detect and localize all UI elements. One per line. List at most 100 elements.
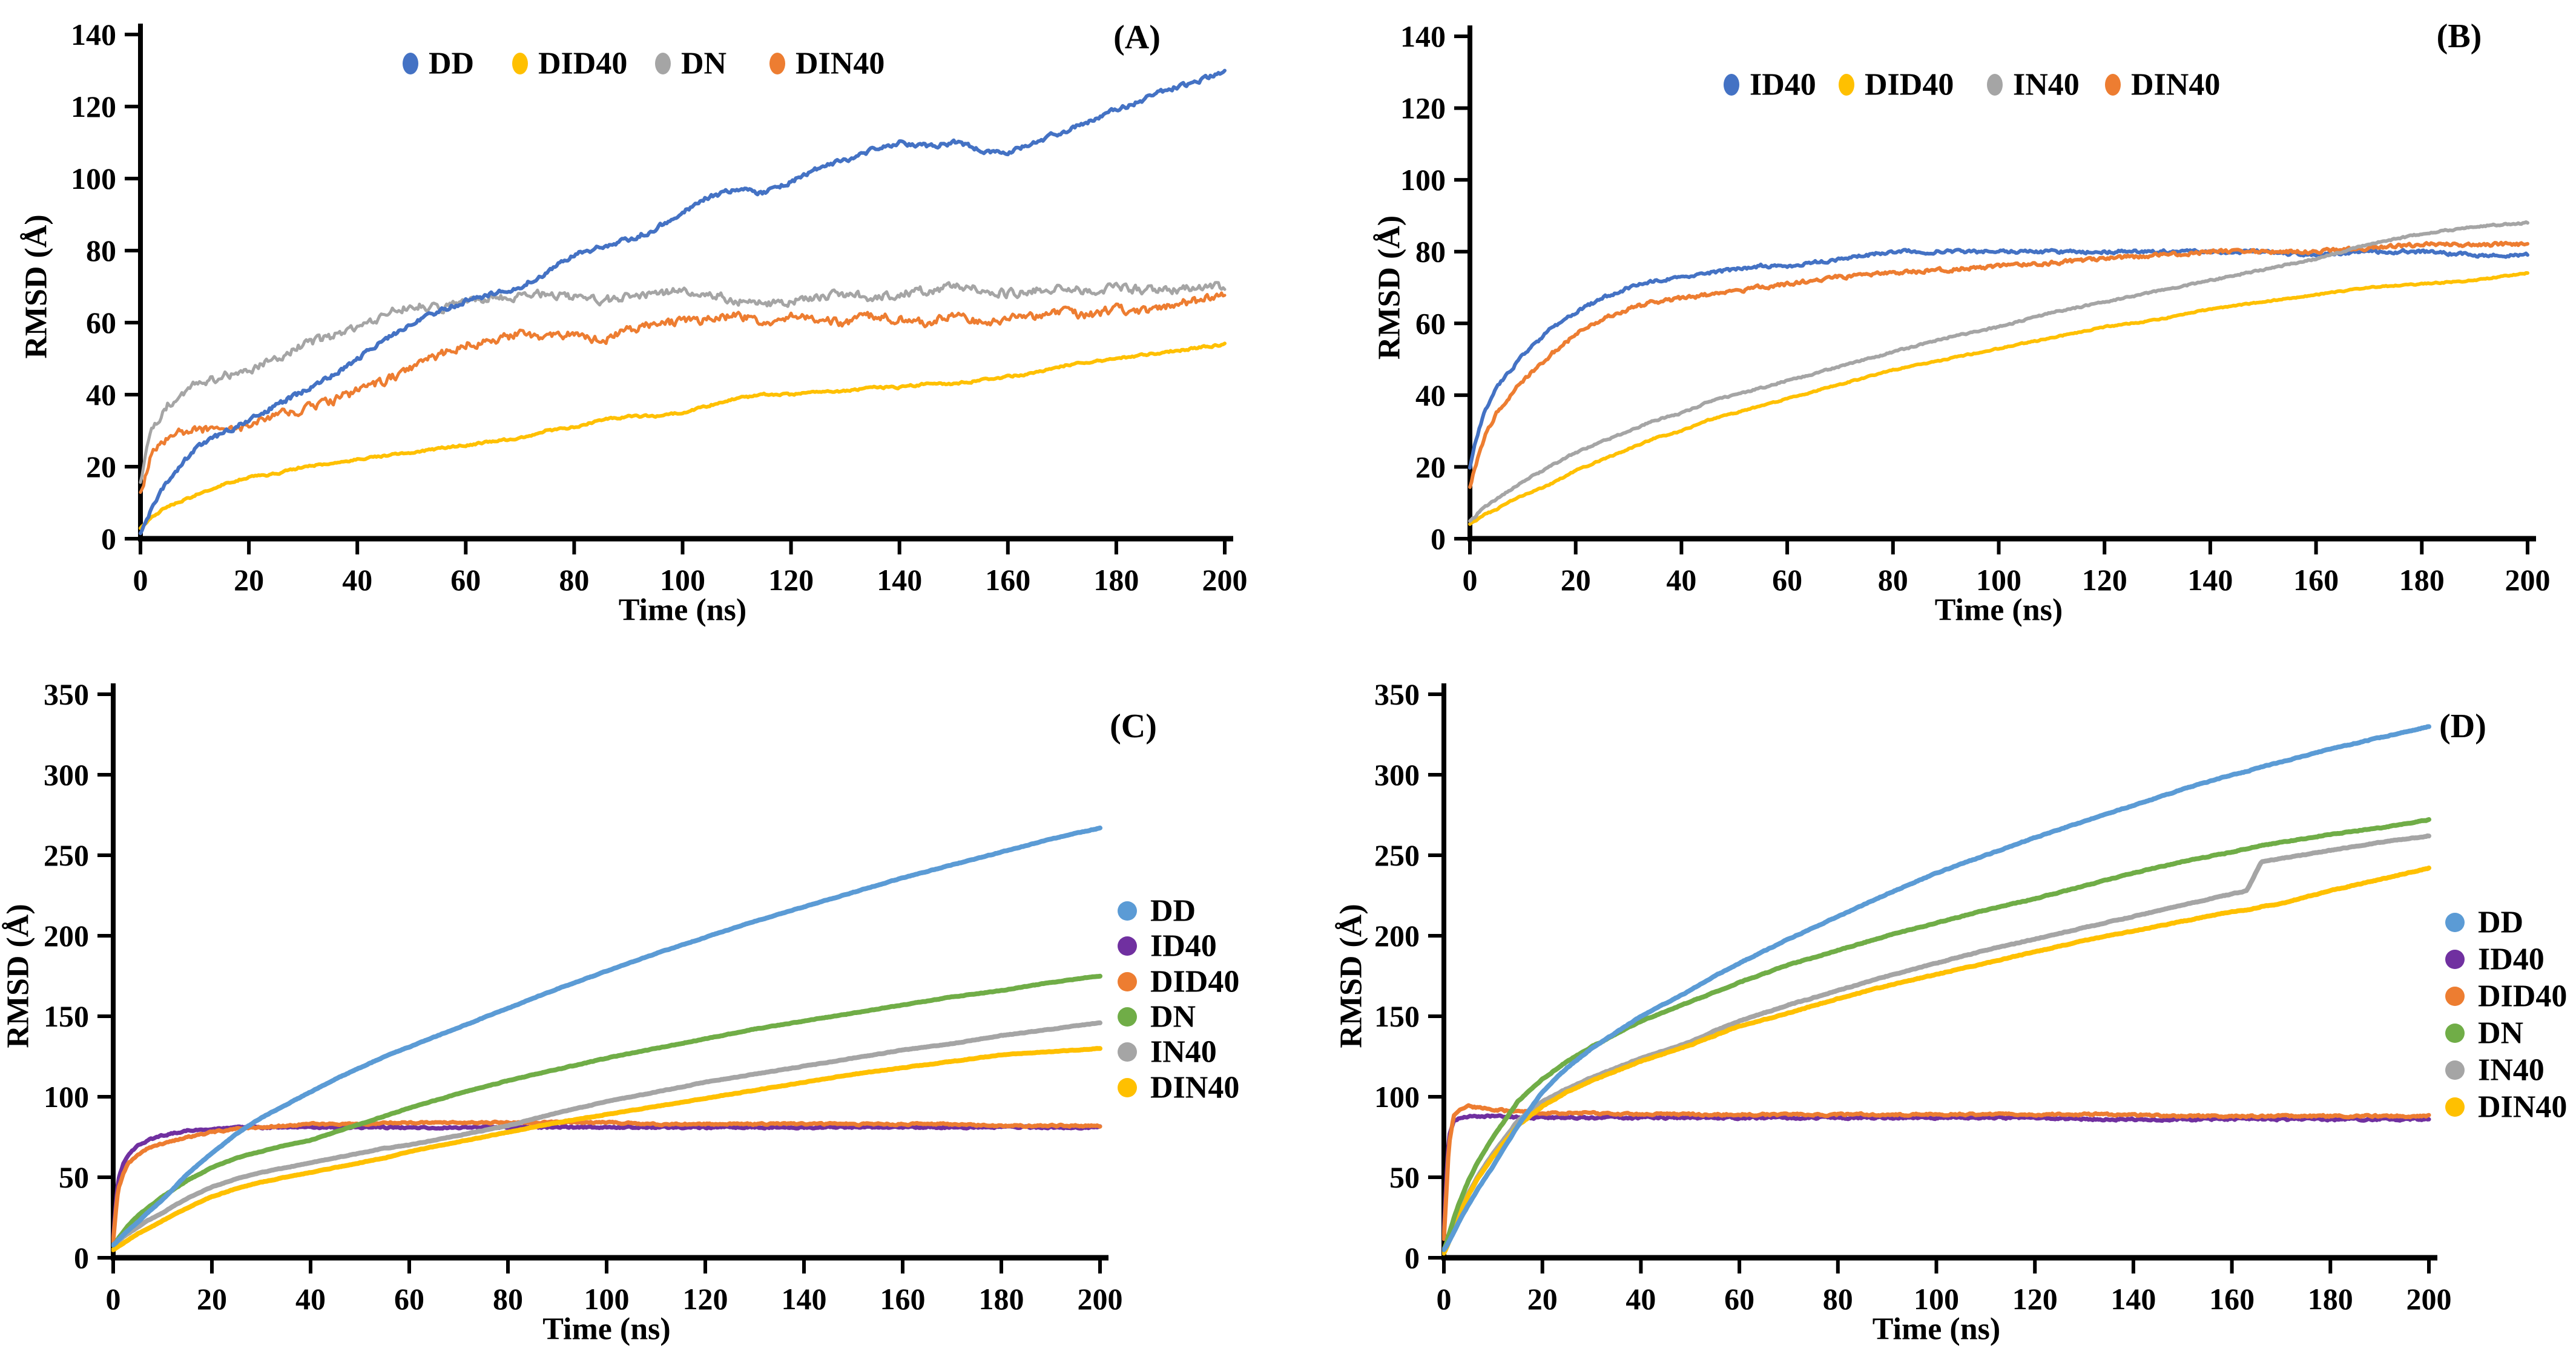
panel-A-xtick-label-0: 0 [133,563,148,597]
panel-A-xtick-label-160: 160 [985,563,1030,597]
panel-C-xtick-label-60: 60 [394,1282,424,1316]
panel-C-legend-label-IN40: IN40 [1150,1035,1217,1070]
panel-D-series-DN [1442,817,2431,1252]
panel-D-xlabel: Time (ns) [1873,1312,2000,1347]
panel-D-series-IN40 [1442,833,2431,1252]
panel-C-ytick-label-0: 0 [74,1241,89,1275]
panel-C-ytick-label-50: 50 [59,1160,89,1194]
panel-B-ytick-label-20: 20 [1415,450,1446,484]
panel-B-ytick-label-40: 40 [1415,378,1446,412]
panel-A-series-DN [139,281,1227,484]
panel-C-legend-dot-DID40-icon [1118,972,1137,991]
panel-A-series-DD [139,68,1227,536]
panel-C-series-IN40 [111,1020,1102,1247]
panel-A-ytick-label-140: 140 [71,18,116,51]
panel-C-legend-dot-ID40-icon [1118,936,1137,956]
panel-A-xtick-label-180: 180 [1093,563,1139,597]
panel-A-legend-dot-DN-icon [655,53,671,74]
panel-D-xtick-label-100: 100 [1914,1282,1959,1316]
panel-A-xlabel: Time (ns) [619,593,746,628]
panel-C-xtick-label-80: 80 [493,1282,523,1316]
panel-B-xtick-label-160: 160 [2293,563,2339,597]
panel-B-legend-dot-DID40-icon [1839,74,1854,96]
panel-B-xtick-label-20: 20 [1561,563,1591,597]
panel-D-legend-dot-IN40-icon [2445,1060,2465,1080]
panel-A-letter: (A) [1113,19,1161,56]
panel-C-legend-label-DD: DD [1150,894,1196,928]
panel-D-series-DIN40 [1442,866,2431,1256]
panel-D-series-ID40 [1442,1113,2431,1235]
panel-C-ylabel: RMSD (Å) [1,904,36,1048]
panel-A-series-DID40 [139,341,1227,530]
panel-B-legend-label-DID40: DID40 [1865,68,1954,102]
panel-D-legend-dot-DID40-icon [2445,987,2465,1006]
panel-A-legend-label-DD: DD [429,47,474,81]
panel-B-legend-dot-IN40-icon [1987,74,2003,96]
panel-B-ytick-label-0: 0 [1431,522,1446,556]
panel-C: 0 50 100 150 200 250 300 350 0 20 40 60 80 100 120 140 1… [1,677,1240,1347]
panel-B-series-group [1468,220,2529,526]
panel-D-ytick-label-0: 0 [1405,1241,1420,1275]
panel-A-xtick-label-100: 100 [660,563,705,597]
panel-B-xtick-label-180: 180 [2399,563,2445,597]
panel-C-xlabel: Time (ns) [542,1312,670,1347]
panel-C-ytick-label-350: 350 [44,677,89,711]
panel-C-ytick-label-300: 300 [44,758,89,792]
panel-D-legend-dot-ID40-icon [2445,950,2465,969]
panel-B-legend: ID40 DID40 IN40 DIN40 [1724,68,2220,102]
panel-B-xtick-label-40: 40 [1666,563,1696,597]
panel-C-legend-label-ID40: ID40 [1150,929,1217,964]
panel-D-legend-label-ID40: ID40 [2478,942,2545,977]
panel-C-series-DD [111,825,1102,1247]
panel-D-xtick-label-0: 0 [1437,1282,1452,1316]
panel-A-legend-dot-DIN40-icon [769,53,785,74]
panel-A-xtick-label-120: 120 [768,563,814,597]
panel-C-legend-dot-DN-icon [1118,1007,1137,1027]
panel-C-legend-dot-IN40-icon [1118,1042,1137,1062]
panel-C-xtick-label-120: 120 [683,1282,728,1316]
panel-D-ytick-label-150: 150 [1374,999,1420,1033]
panel-B-ylabel: RMSD (Å) [1372,215,1407,360]
panel-B-series-DID40 [1468,271,2529,526]
panel-A-ytick-label-0: 0 [101,522,116,556]
panel-D-ytick-label-50: 50 [1389,1160,1420,1194]
panel-D-legend-label-IN40: IN40 [2478,1053,2545,1088]
panel-C-legend-label-DN: DN [1150,1000,1196,1034]
panel-B-xtick-label-0: 0 [1463,563,1478,597]
panel-A-xtick-label-60: 60 [450,563,481,597]
panel-C-ytick-label-200: 200 [44,919,89,953]
panel-B-ytick-label-140: 140 [1400,19,1446,53]
panel-A-legend-label-DID40: DID40 [538,47,627,81]
panel-D-xtick-label-20: 20 [1527,1282,1558,1316]
panel-C-legend-dot-DD-icon [1118,901,1137,921]
panel-B-legend-dot-ID40-icon [1724,74,1739,96]
panel-C-series-DIN40 [111,1046,1102,1252]
panel-C-series-DID40 [111,1119,1102,1244]
panel-C-ytick-label-100: 100 [44,1080,89,1114]
panel-B-xtick-label-60: 60 [1772,563,1802,597]
panel-D-legend-label-DN: DN [2478,1016,2523,1051]
panel-D-legend-label-DD: DD [2478,905,2523,940]
panel-B-legend-label-DIN40: DIN40 [2131,68,2220,102]
panel-A-xtick-label-40: 40 [342,563,372,597]
panel-D-xtick-label-40: 40 [1626,1282,1656,1316]
panel-C-xtick-label-0: 0 [106,1282,121,1316]
panel-B-legend-label-IN40: IN40 [2013,68,2080,102]
panel-A-ytick-label-40: 40 [86,378,116,412]
panel-C-ytick-label-150: 150 [44,999,89,1033]
panel-C-letter: (C) [1110,708,1157,745]
panel-C-xtick-label-180: 180 [979,1282,1024,1316]
panel-C-legend-label-DID40: DID40 [1150,965,1239,999]
panel-B-legend-label-ID40: ID40 [1750,68,1816,102]
panel-A-ytick-label-60: 60 [86,306,116,340]
panel-C-xtick-label-20: 20 [197,1282,227,1316]
panel-D: 0 50 100 150 200 250 300 350 0 20 40 60 80 100 120 140 1… [1334,677,2568,1347]
panel-D-ytick-label-200: 200 [1374,919,1420,953]
panel-B-letter: (B) [2437,18,2482,55]
panel-A: 0 20 40 60 80 100 120 140 0 20 40 60 80 100 120 140 160 1… [19,18,1248,628]
panel-D-legend-label-DIN40: DIN40 [2478,1090,2567,1125]
panel-D-ytick-label-100: 100 [1374,1080,1420,1114]
